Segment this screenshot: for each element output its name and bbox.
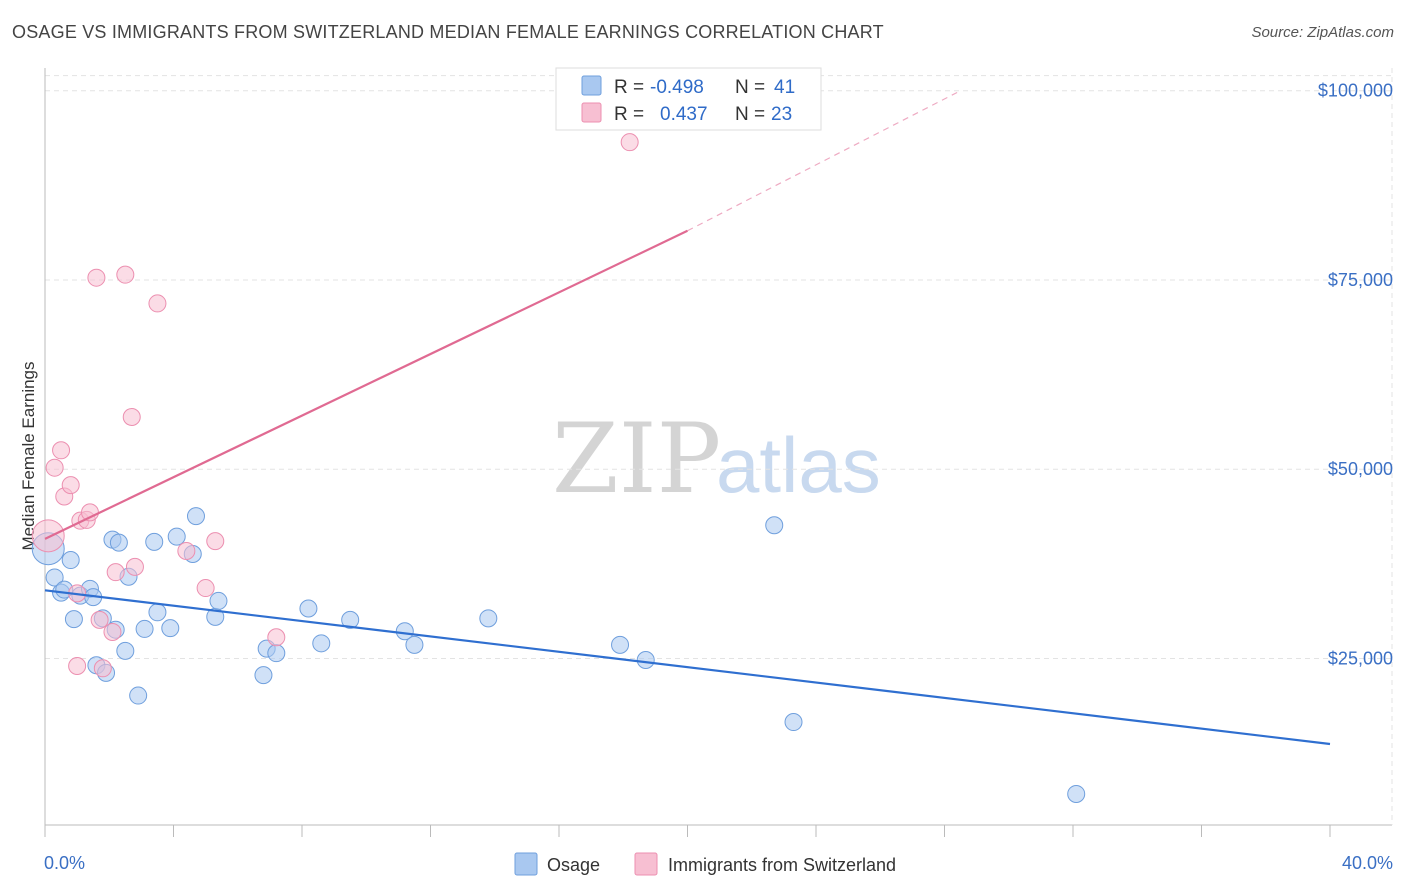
point-osage-4 — [61, 551, 80, 570]
axes — [44, 68, 1393, 837]
y-tick-label-1: $50,000 — [1328, 459, 1393, 479]
bottom-legend-swatch-osage — [514, 852, 538, 876]
y-tick-label-3: $100,000 — [1318, 81, 1393, 101]
point-switzerland-21 — [206, 532, 225, 551]
bottom-legend-label-osage: Osage — [547, 855, 600, 875]
point-osage-34 — [405, 635, 424, 654]
point-osage-26 — [209, 591, 228, 610]
legend-n-value-osage: 41 — [774, 77, 795, 98]
point-osage-22 — [167, 527, 186, 546]
trend-line-switzerland — [44, 229, 688, 540]
point-switzerland-6 — [68, 657, 87, 676]
point-osage-1 — [45, 568, 64, 587]
point-osage-38 — [765, 516, 784, 535]
point-switzerland-0 — [31, 519, 65, 553]
point-switzerland-12 — [93, 659, 112, 678]
point-switzerland-2 — [52, 441, 71, 460]
point-osage-31 — [312, 634, 331, 653]
point-osage-19 — [145, 532, 164, 551]
point-osage-5 — [64, 610, 83, 629]
point-switzerland-11 — [90, 610, 109, 629]
point-osage-24 — [186, 507, 205, 526]
trend-extension-switzerland — [687, 90, 961, 232]
point-osage-36 — [611, 635, 630, 654]
point-osage-17 — [129, 686, 148, 705]
point-switzerland-23 — [620, 133, 639, 152]
point-switzerland-19 — [177, 541, 196, 560]
y-tick-label-0: $25,000 — [1328, 648, 1393, 668]
legend-n-label-switzerland: N = — [735, 104, 765, 125]
legend-swatch-osage — [581, 75, 602, 96]
point-switzerland-4 — [61, 476, 80, 495]
bottom-legend-label-switzerland: Immigrants from Switzerland — [668, 855, 896, 875]
point-osage-15 — [116, 641, 135, 660]
point-osage-18 — [135, 619, 154, 638]
bottom-legend-swatch-switzerland — [634, 852, 658, 876]
point-switzerland-10 — [87, 268, 106, 287]
legend-r-value-switzerland: 0.437 — [660, 104, 708, 125]
x-tick-label-0: 0.0% — [44, 853, 85, 873]
point-osage-39 — [784, 713, 803, 732]
legend-swatch-switzerland — [581, 102, 602, 123]
legend-n-value-switzerland: 23 — [771, 104, 792, 125]
trend-line-osage — [44, 589, 1331, 746]
point-switzerland-13 — [103, 622, 122, 641]
legend-r-value-osage: -0.498 — [650, 77, 704, 98]
point-switzerland-15 — [116, 265, 135, 284]
point-osage-30 — [299, 599, 318, 618]
gridlines — [45, 75, 1392, 659]
watermark: ZIP atlas — [552, 403, 881, 515]
y-tick-labels: $25,000 $50,000 $75,000 $100,000 — [1318, 81, 1393, 669]
trend-lines — [44, 90, 1331, 746]
point-switzerland-1 — [45, 458, 64, 477]
point-osage-37 — [636, 650, 655, 669]
point-osage-21 — [161, 619, 180, 638]
x-tick-label-1: 40.0% — [1342, 853, 1393, 873]
point-osage-33 — [395, 622, 414, 641]
legend-r-label-osage: R = — [614, 77, 644, 98]
x-tick-labels: 0.0% 40.0% — [44, 853, 1393, 873]
series-legend: Osage Immigrants from Switzerland — [514, 852, 896, 876]
watermark-zip: ZIP — [552, 403, 721, 515]
point-switzerland-16 — [122, 407, 141, 426]
watermark-atlas: atlas — [716, 421, 881, 509]
stats-legend: R = -0.498 N = 41 R = 0.437 N = 23 — [555, 67, 822, 131]
point-osage-32 — [341, 610, 360, 629]
point-osage-14 — [109, 533, 128, 552]
y-axis-title: Median Female Earnings — [19, 362, 38, 551]
point-switzerland-20 — [196, 579, 215, 598]
y-tick-label-2: $75,000 — [1328, 270, 1393, 290]
point-osage-27 — [254, 666, 273, 685]
point-switzerland-18 — [148, 294, 167, 313]
point-osage-20 — [148, 603, 167, 622]
point-osage-29 — [267, 644, 286, 663]
point-switzerland-17 — [125, 557, 144, 576]
point-osage-40 — [1067, 784, 1086, 803]
point-osage-35 — [479, 609, 498, 628]
chart-title: OSAGE VS IMMIGRANTS FROM SWITZERLAND MED… — [12, 22, 884, 42]
point-switzerland-14 — [106, 563, 125, 582]
source-label: Source: ZipAtlas.com — [1251, 24, 1394, 41]
point-switzerland-22 — [267, 628, 286, 647]
legend-r-label-switzerland: R = — [614, 104, 644, 125]
legend-n-label-osage: N = — [735, 77, 765, 98]
